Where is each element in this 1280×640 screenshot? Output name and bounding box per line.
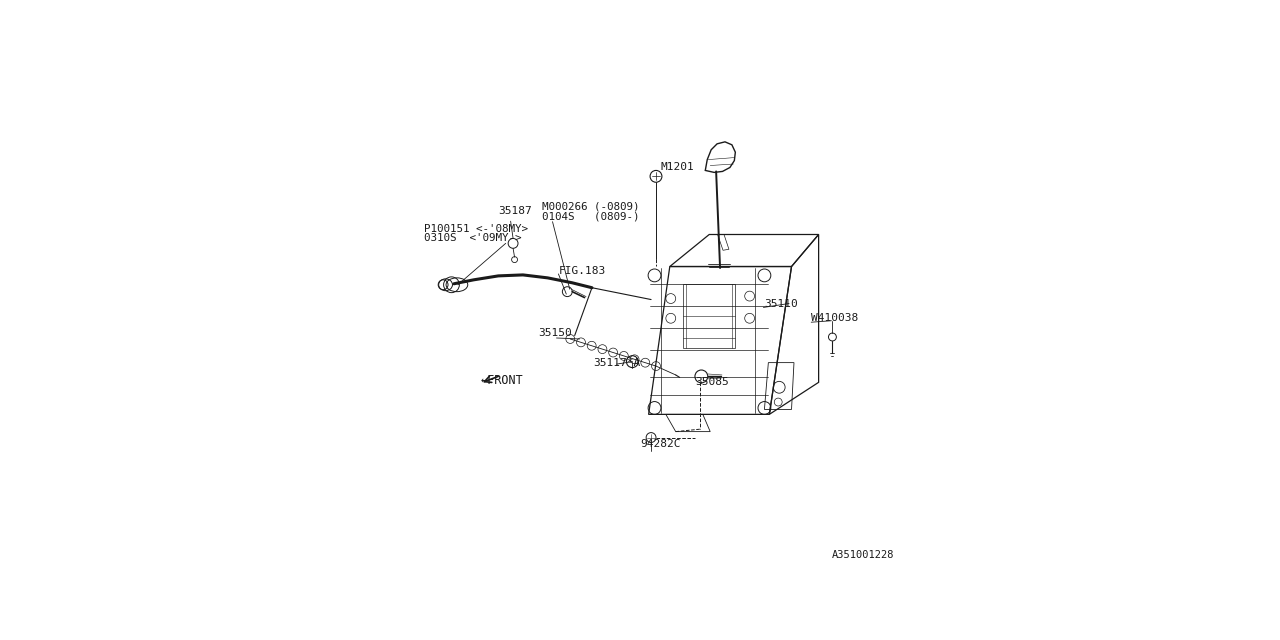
Text: 0310S  <'09MY->: 0310S <'09MY->: [425, 234, 522, 243]
Text: 35150: 35150: [539, 328, 572, 338]
Text: M1201: M1201: [660, 163, 695, 172]
Text: W410038: W410038: [812, 313, 859, 323]
Text: P100151 <-'08MY>: P100151 <-'08MY>: [425, 223, 529, 234]
Text: ←FRONT: ←FRONT: [481, 374, 524, 387]
Text: 35117*A: 35117*A: [593, 358, 640, 367]
Text: 35187: 35187: [498, 206, 532, 216]
Text: 94282C: 94282C: [640, 439, 681, 449]
Text: 0104S   (0809-): 0104S (0809-): [541, 212, 639, 221]
Text: A351001228: A351001228: [832, 550, 895, 560]
Text: M000266 (-0809): M000266 (-0809): [541, 202, 639, 212]
Text: 35085: 35085: [695, 377, 730, 387]
Text: 35110: 35110: [764, 300, 799, 309]
Text: FIG.183: FIG.183: [558, 266, 605, 276]
